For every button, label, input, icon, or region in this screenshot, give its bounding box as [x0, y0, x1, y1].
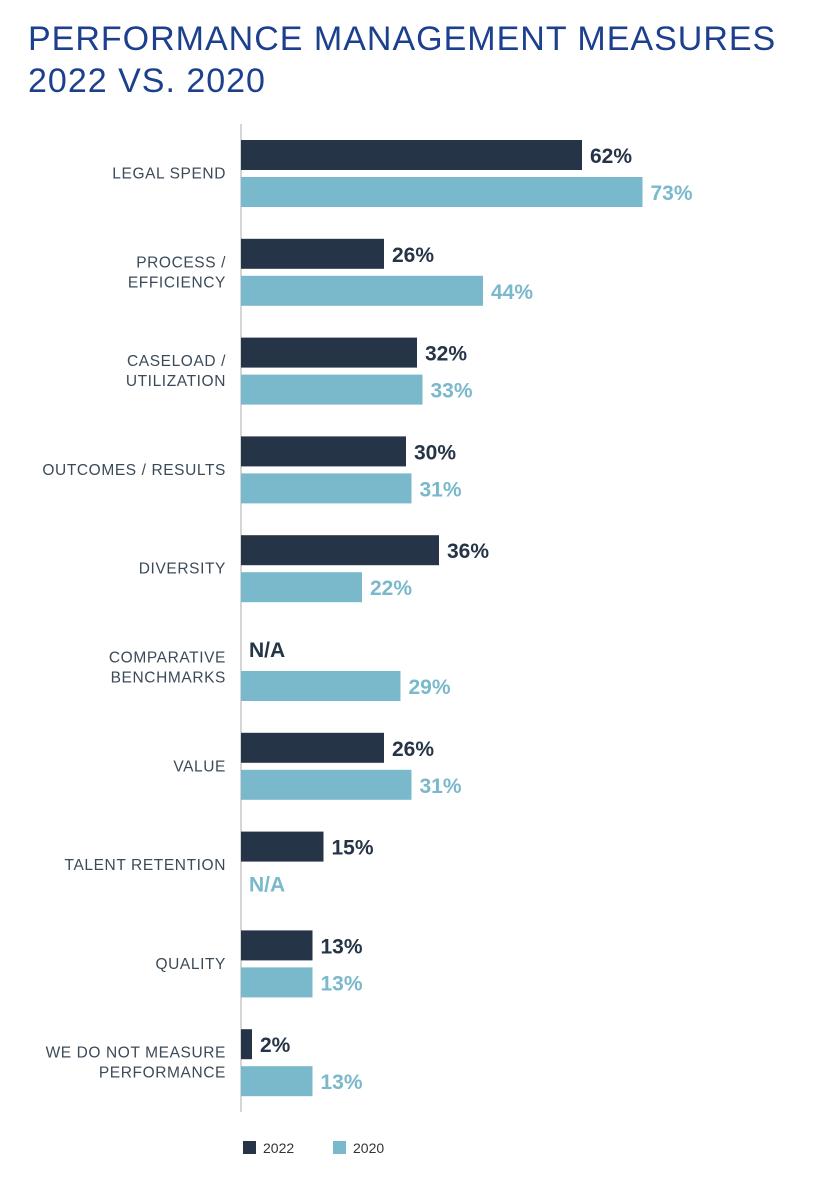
bar-2020	[241, 671, 401, 701]
value-label-2022: 2%	[260, 1034, 291, 1057]
value-label-2020: 44%	[491, 281, 533, 304]
value-label-2020: 22%	[370, 577, 412, 600]
value-label-2020: N/A	[249, 874, 285, 897]
category-label: QUALITY	[155, 956, 226, 973]
legend-label-2022: 2022	[263, 1140, 294, 1156]
category-label: CASELOAD / UTILIZATION	[126, 353, 226, 390]
legend-label-2020: 2020	[353, 1140, 384, 1156]
bar-2022	[241, 1029, 252, 1060]
value-label-2022: 26%	[392, 738, 434, 761]
category-label: WE DO NOT MEASURE PERFORMANCE	[46, 1045, 226, 1082]
bar-2020	[241, 572, 362, 603]
category-label: PROCESS / EFFICIENCY	[128, 254, 226, 291]
bar-2022	[241, 535, 439, 566]
value-label-2022: 32%	[425, 343, 467, 366]
category-label: DIVERSITY	[139, 561, 226, 578]
category-label: COMPARATIVE BENCHMARKS	[109, 650, 226, 687]
bar-2022	[241, 831, 324, 862]
bar-2020	[241, 374, 423, 405]
bar-2022	[241, 436, 406, 467]
value-label-2022: 62%	[590, 145, 632, 168]
value-label-2020: 29%	[409, 676, 451, 699]
legend-swatch-2022	[243, 1141, 256, 1154]
chart-title-line1: PERFORMANCE MANAGEMENT MEASURES	[28, 20, 777, 58]
value-label-2022: 13%	[321, 935, 363, 958]
category-label: OUTCOMES / RESULTS	[42, 462, 226, 479]
value-label-2020: 31%	[420, 478, 462, 501]
value-label-2020: 73%	[651, 182, 693, 205]
legend-swatch-2020	[333, 1141, 346, 1154]
value-label-2022: N/A	[249, 639, 285, 662]
value-label-2022: 36%	[447, 540, 489, 563]
category-label: LEGAL SPEND	[112, 166, 226, 183]
value-label-2020: 13%	[321, 1071, 363, 1094]
chart-title: PERFORMANCE MANAGEMENT MEASURES 2022 VS.…	[28, 18, 818, 102]
bar-2020	[241, 177, 643, 207]
bar-2022	[241, 930, 313, 961]
value-label-2020: 33%	[431, 380, 473, 403]
category-label: TALENT RETENTION	[65, 857, 226, 874]
bar-2020	[241, 1066, 313, 1097]
category-label: VALUE	[173, 758, 226, 775]
bar-2022	[241, 732, 384, 763]
value-label-2022: 26%	[392, 244, 434, 267]
value-label-2020: 13%	[321, 972, 363, 995]
bar-2020	[241, 967, 313, 998]
bar-2022	[241, 238, 384, 269]
chart-title-line2: 2022 VS. 2020	[28, 62, 266, 100]
value-label-2022: 15%	[332, 837, 374, 860]
bar-2020	[241, 473, 412, 504]
value-label-2020: 31%	[420, 775, 462, 798]
bar-2020	[241, 769, 412, 800]
bar-2020	[241, 275, 483, 306]
bar-2022	[241, 140, 582, 170]
bar-2022	[241, 337, 417, 368]
value-label-2022: 30%	[414, 441, 456, 464]
